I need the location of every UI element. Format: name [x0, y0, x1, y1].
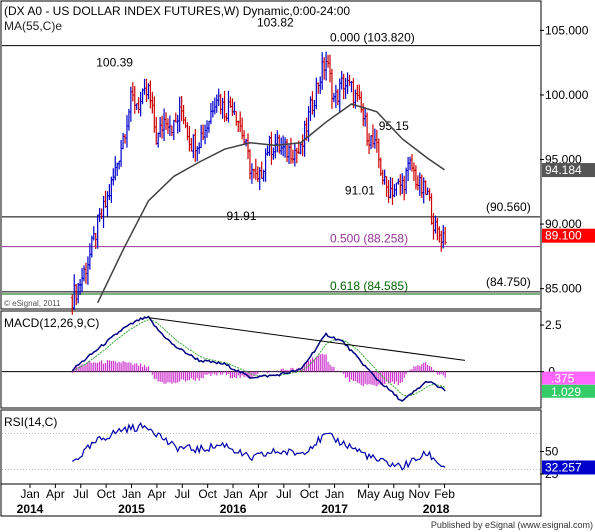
ma-value-label: 94.184 [545, 163, 582, 177]
rsi-line [71, 422, 446, 471]
year-label: 2015 [118, 502, 145, 516]
level-label-fib-0: 0.000 (103.820) [330, 31, 415, 45]
month-label: Jan [20, 487, 39, 501]
signal-value-label: .375 [551, 372, 575, 386]
last-price-label: 89.100 [545, 229, 582, 243]
annotation-low-2017: 91.01 [345, 183, 375, 197]
macd-tick-label: 2.5 [545, 318, 562, 332]
signal-value-box [542, 371, 595, 385]
macd-value-label: 1.029 [551, 385, 581, 399]
month-label: Apr [46, 487, 65, 501]
month-label: Oct [198, 487, 217, 501]
signal-line [72, 319, 446, 397]
level-label-84750: (84.750) [486, 275, 531, 289]
annotation-high-2015: 103.82 [257, 16, 294, 30]
rsi-value-box [542, 460, 595, 475]
publisher-footer: Published by eSignal (www.esignal.com) [431, 520, 593, 530]
level-label-fib-618: 0.618 (84.585) [330, 279, 408, 293]
chart-title: (DX A0 - US DOLLAR INDEX FUTURES,W) Dyna… [4, 4, 350, 18]
year-label: 2016 [220, 502, 247, 516]
price-tick-label: 90.000 [545, 217, 582, 231]
price-tick-label: 95.000 [545, 153, 582, 167]
macd-value-box [542, 384, 595, 398]
month-label: Apr [249, 487, 268, 501]
month-label: Jan [122, 487, 141, 501]
level-label-fib-500: 0.500 (88.258) [330, 232, 408, 246]
month-label: Nov [408, 487, 429, 501]
macd-title: MACD(12,26,9,C) [4, 316, 99, 330]
month-label: May [357, 487, 380, 501]
month-label: Apr [148, 487, 167, 501]
chart-marks [2, 29, 544, 488]
month-label: Oct [300, 487, 319, 501]
annotation-low-2016: 91.91 [226, 209, 256, 223]
rsi-title: RSI(14,C) [4, 415, 57, 429]
month-label: Jul [276, 487, 291, 501]
year-label: 2018 [423, 502, 450, 516]
year-label: 2014 [17, 502, 44, 516]
rsi-tick-label: 50 [545, 445, 559, 459]
price-tick-label: 100.000 [545, 88, 589, 102]
ma-value-box [542, 163, 595, 178]
level-label-90560: (90.560) [486, 200, 531, 214]
month-label: Oct [97, 487, 116, 501]
time-axis [0, 483, 542, 517]
ma-line [97, 103, 445, 304]
month-label: Jan [325, 487, 344, 501]
month-label: Feb [434, 487, 455, 501]
macd-trend-line [148, 317, 466, 361]
annotation-peak-2015: 100.39 [96, 56, 133, 70]
price-tick-label: 105.000 [545, 23, 589, 37]
last-price-box [542, 228, 595, 243]
rsi-panel [0, 409, 542, 485]
month-label: Jul [175, 487, 190, 501]
rsi-value-label: 32.257 [545, 460, 582, 474]
month-label: Jul [73, 487, 88, 501]
price-tick-label: 85.000 [545, 282, 582, 296]
year-label: 2017 [321, 502, 348, 516]
macd-line [71, 315, 446, 402]
month-label: Aug [383, 487, 404, 501]
month-label: Jan [223, 487, 242, 501]
copyright-notice: © eSignal, 2011 [4, 299, 61, 308]
chart-subtitle: MA(55,C)e [4, 19, 62, 33]
